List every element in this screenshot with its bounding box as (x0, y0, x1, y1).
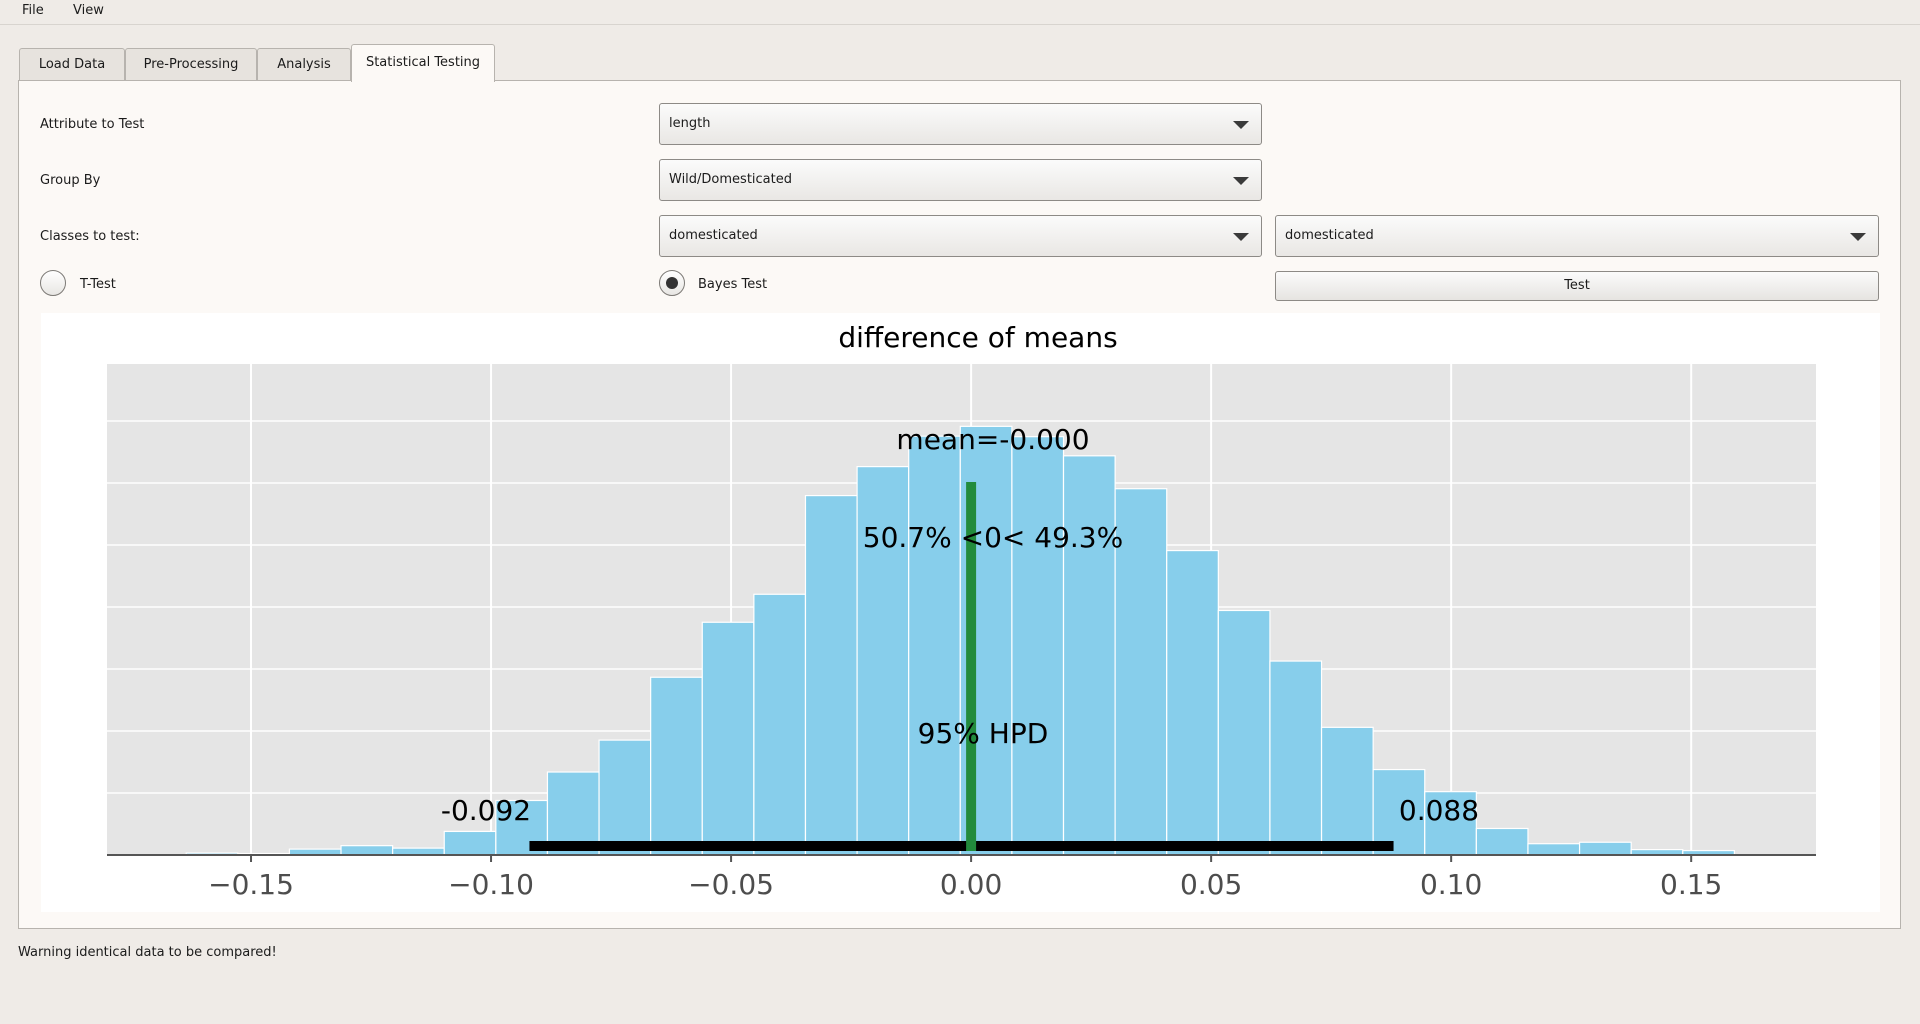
histogram-bar (1527, 843, 1581, 856)
x-tick-label: 0.05 (1180, 868, 1242, 901)
chart-svg: difference of means mean=-0.000 50.7% <0… (107, 321, 1816, 901)
attribute-select-value: length (669, 116, 711, 131)
test-button[interactable]: Test (1275, 271, 1879, 301)
histogram-bar (392, 847, 445, 856)
histogram-bar (701, 621, 755, 856)
histogram-bars (185, 425, 1735, 856)
histogram-bar (1011, 436, 1065, 856)
probability-annotation: 50.7% <0< 49.3% (863, 521, 1123, 554)
classes-label: Classes to test: (40, 229, 140, 244)
histogram-bar (598, 739, 652, 856)
menu-bar: File View (0, 0, 1920, 25)
histogram-bar (908, 435, 961, 856)
class1-select[interactable]: domesticated (659, 215, 1262, 257)
hpd-low-annotation: -0.092 (441, 794, 531, 827)
groupby-select[interactable]: Wild/Domesticated (659, 159, 1262, 201)
ttest-label: T-Test (80, 277, 116, 292)
tab-statistical-testing[interactable]: Statistical Testing (351, 44, 495, 82)
tab-pre-processing[interactable]: Pre-Processing (125, 48, 257, 80)
histogram-bar (650, 676, 703, 856)
mean-annotation: mean=-0.000 (896, 423, 1089, 456)
x-tick-label: 0.10 (1420, 868, 1482, 901)
chevron-down-icon (1233, 121, 1249, 129)
histogram-bar (340, 845, 394, 856)
chevron-down-icon (1850, 233, 1866, 241)
histogram-bar (1062, 455, 1116, 856)
chevron-down-icon (1233, 177, 1249, 185)
menu-file[interactable]: File (22, 3, 44, 18)
x-axis-ticks: −0.15 −0.10 −0.05 0.00 0.05 0.10 0.15 (208, 855, 1722, 901)
chart-title: difference of means (838, 321, 1117, 354)
status-message: Warning identical data to be compared! (18, 945, 277, 960)
histogram-bar (1217, 609, 1271, 856)
bayes-test-radio[interactable] (659, 270, 685, 296)
chart-annotations: mean=-0.000 50.7% <0< 49.3% 95% HPD -0.0… (441, 423, 1479, 851)
bayes-test-label: Bayes Test (698, 277, 768, 292)
x-tick-label: 0.15 (1660, 868, 1722, 901)
tab-analysis[interactable]: Analysis (257, 48, 351, 80)
groupby-select-value: Wild/Domesticated (669, 172, 792, 187)
radio-selected-dot (666, 277, 678, 289)
histogram-bar (1578, 841, 1632, 856)
difference-of-means-chart: difference of means mean=-0.000 50.7% <0… (41, 313, 1880, 912)
histogram-bar (1166, 549, 1219, 856)
histogram-bar (1475, 827, 1529, 856)
histogram-bar (753, 593, 807, 856)
ttest-radio[interactable] (40, 270, 66, 296)
class2-select[interactable]: domesticated (1275, 215, 1879, 257)
chevron-down-icon (1233, 233, 1249, 241)
class1-select-value: domesticated (669, 228, 758, 243)
statistical-testing-panel: Attribute to Test length Group By Wild/D… (18, 80, 1901, 929)
histogram-bar (1424, 791, 1477, 856)
histogram-bar (1114, 488, 1168, 856)
histogram-bar (1269, 660, 1323, 856)
groupby-label: Group By (40, 173, 101, 188)
class2-select-value: domesticated (1285, 228, 1374, 243)
histogram-bar (856, 466, 910, 856)
hpd-high-annotation: 0.088 (1399, 794, 1479, 827)
tab-load-data[interactable]: Load Data (19, 48, 125, 80)
histogram-bar (443, 830, 497, 856)
x-tick-label: −0.15 (208, 868, 294, 901)
attribute-label: Attribute to Test (40, 117, 145, 132)
x-tick-label: −0.10 (448, 868, 534, 901)
x-tick-label: 0.00 (940, 868, 1002, 901)
attribute-select[interactable]: length (659, 103, 1262, 145)
mean-line (966, 482, 977, 851)
histogram-bar (804, 494, 858, 856)
x-tick-label: −0.05 (688, 868, 774, 901)
hpd-annotation: 95% HPD (918, 717, 1049, 750)
menu-view[interactable]: View (73, 3, 104, 18)
histogram-bar (1320, 726, 1374, 856)
histogram-bar (1372, 768, 1426, 856)
